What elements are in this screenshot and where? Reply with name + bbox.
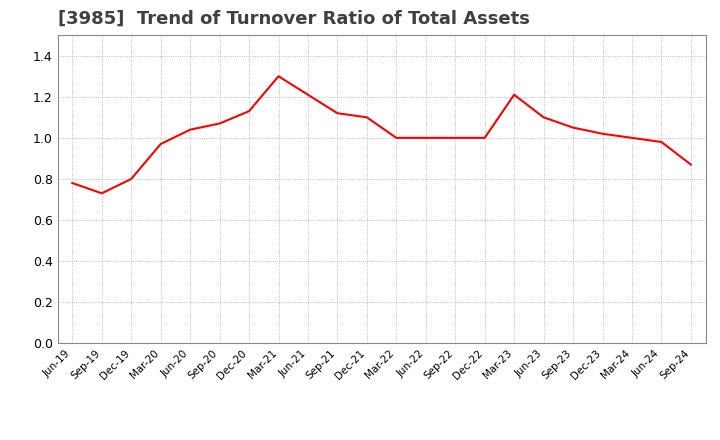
Text: [3985]  Trend of Turnover Ratio of Total Assets: [3985] Trend of Turnover Ratio of Total … bbox=[58, 10, 529, 28]
